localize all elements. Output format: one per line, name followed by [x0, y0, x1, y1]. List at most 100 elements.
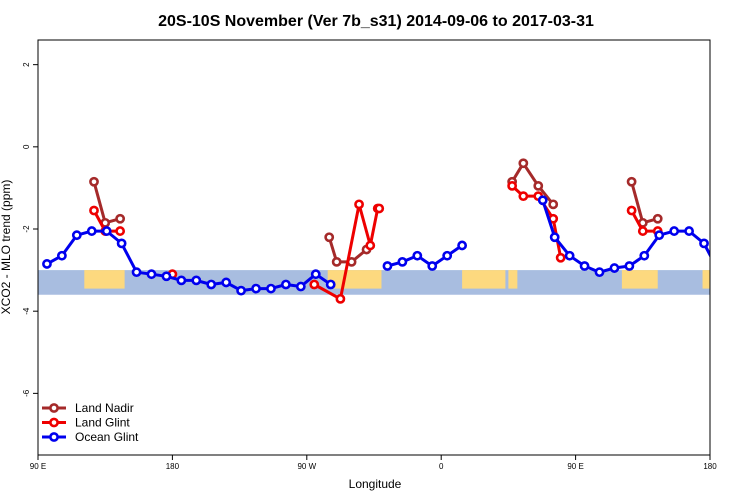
land-nadir-point	[115, 213, 126, 224]
land-glint-point	[518, 191, 529, 202]
land-glint-point	[365, 240, 376, 251]
x-tick-label: 90 E	[30, 462, 46, 471]
ocean-glint-point	[176, 275, 187, 286]
ocean-glint-line	[541, 199, 710, 274]
ocean-glint-point	[56, 250, 67, 261]
legend-item-land-nadir: Land Nadir	[42, 401, 134, 415]
land-nadir-point	[652, 213, 663, 224]
ocean-glint-point	[131, 267, 142, 278]
ocean-glint-point	[325, 279, 336, 290]
x-tick-label: 180	[166, 462, 180, 471]
chart-title: 20S-10S November (Ver 7b_s31) 2014-09-06…	[158, 13, 594, 30]
ocean-glint-point	[146, 269, 157, 280]
land-patch	[621, 270, 658, 289]
legend-item-ocean-glint: Ocean Glint	[42, 430, 139, 444]
ocean-glint-point	[745, 273, 750, 280]
y-tick-label: -4	[22, 307, 31, 315]
ocean-glint-point	[116, 238, 127, 249]
ocean-glint-point	[442, 250, 453, 261]
ocean-glint-point	[161, 271, 172, 282]
ocean-glint-point	[669, 226, 680, 236]
plot-frame	[37, 39, 711, 456]
ocean-glint-point	[397, 256, 408, 267]
ocean-glint-point	[251, 283, 261, 294]
series-ocean-glint	[42, 195, 750, 296]
ocean-glint-point	[191, 275, 202, 286]
x-tick-label: 90 E	[567, 462, 583, 471]
land-glint-point	[637, 226, 648, 236]
ocean-glint-point	[427, 261, 438, 271]
land-patch	[84, 270, 125, 289]
ocean-glint-point	[624, 261, 635, 271]
land-nadir-line	[327, 236, 368, 264]
ocean-glint-point	[684, 226, 694, 236]
x-axis-title: Longitude	[349, 477, 402, 491]
ocean-glint-point	[280, 279, 291, 290]
legend-swatch-marker	[49, 417, 59, 428]
land-patch	[327, 270, 382, 289]
ocean-glint-point	[101, 226, 112, 236]
x-tick-label: 90 W	[297, 462, 316, 471]
land-glint-point	[374, 203, 385, 214]
land-glint-point	[115, 226, 126, 236]
y-tick-label: -6	[22, 389, 31, 397]
legend-label: Ocean Glint	[75, 430, 139, 444]
series-land-glint	[89, 180, 663, 304]
legend-label: Land Glint	[75, 416, 130, 430]
x-tick-label: 180	[703, 462, 717, 471]
land-glint-point	[89, 205, 99, 216]
ocean-glint-point	[236, 285, 246, 296]
y-tick-label: 2	[22, 62, 31, 67]
ocean-glint-point	[715, 269, 722, 276]
ocean-glint-point	[564, 250, 575, 261]
ocean-glint-point	[221, 277, 232, 288]
ocean-glint-point	[639, 250, 650, 261]
ocean-glint-point	[310, 269, 321, 280]
axes: 90 E 180 90 W 0 90 E 180 2 0 -2 -4 -6	[22, 62, 717, 471]
legend-label: Land Nadir	[75, 401, 134, 415]
y-tick-label: 0	[22, 144, 31, 149]
land-nadir-point	[518, 158, 529, 169]
land-nadir-point	[533, 180, 544, 191]
ocean-glint-point	[71, 230, 82, 241]
ocean-glint-point	[206, 279, 217, 290]
land-glint-point	[507, 180, 518, 191]
land-nadir-point	[331, 256, 342, 267]
ocean-glint-point	[549, 232, 560, 243]
y-tick-label: -2	[22, 225, 31, 233]
land-nadir-point	[548, 199, 559, 210]
y-axis-title: XCO2 - MLO trend (ppm)	[0, 180, 13, 315]
land-glint-point	[626, 205, 637, 216]
ocean-glint-point	[594, 267, 605, 278]
ocean-glint-point	[266, 283, 276, 294]
legend-swatch-marker	[49, 432, 59, 442]
series-layer	[42, 158, 750, 304]
legend-swatch-marker	[49, 403, 59, 413]
land-patch	[702, 270, 710, 289]
land-nadir-point	[89, 176, 99, 187]
land-patch	[462, 270, 506, 289]
land-glint-point	[354, 199, 364, 210]
ocean-glint-point	[654, 230, 665, 241]
land-nadir-line	[510, 161, 555, 206]
ocean-glint-point	[42, 259, 52, 269]
land-nadir-point	[626, 176, 637, 187]
ocean-glint-point	[730, 271, 737, 278]
ocean-glint-point	[382, 261, 393, 271]
land-nadir-point	[324, 232, 335, 243]
x-tick-label: 0	[439, 462, 444, 471]
land-glint-point	[555, 252, 566, 263]
ocean-glint-point	[86, 226, 97, 236]
land-glint-point	[309, 279, 320, 290]
ocean-glint-point	[457, 240, 468, 251]
ocean-glint-point	[412, 250, 423, 261]
land-glint-point	[335, 293, 346, 304]
ocean-glint-point	[295, 281, 306, 292]
land-patch	[508, 270, 518, 289]
ocean-glint-point	[537, 195, 548, 206]
series-land-nadir	[89, 158, 663, 267]
ocean-glint-point	[609, 263, 620, 273]
ocean-glint-point	[699, 238, 709, 249]
